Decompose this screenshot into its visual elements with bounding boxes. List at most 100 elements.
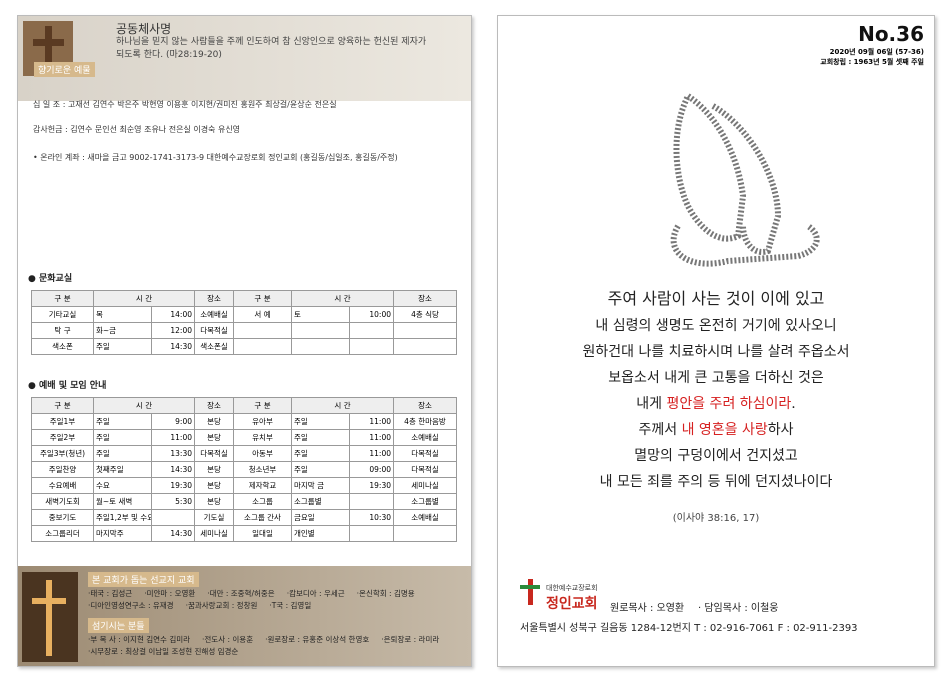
- cell: 본당: [194, 413, 234, 430]
- cell: 색소폰: [31, 338, 94, 355]
- row: 기타교실 목 14:00 소예배실 서 예 토 10:00 4층 식당: [31, 306, 457, 323]
- cell: 소그룹별: [393, 493, 457, 510]
- cell: 주일찬양: [31, 461, 94, 478]
- header-cell: 구 분: [233, 290, 292, 307]
- worship-title: 예배 및 모임 안내: [39, 381, 107, 391]
- verse-text: 하사: [767, 422, 794, 438]
- verse-text: 멸망의 구덩이에서 건지셨고: [634, 448, 798, 464]
- denomination: 대한예수교장로회: [546, 584, 598, 592]
- cell: 개인별: [291, 525, 350, 542]
- section-title: ● 문화교실: [28, 274, 73, 284]
- verse-line: 주께서 내 영혼을 사랑하사: [498, 417, 934, 443]
- row: 수요예배 수요 19:30 본당 제자학교 마지막 금 19:30 세미나실: [31, 477, 457, 494]
- verse-text: 내 영혼을 사랑: [681, 422, 768, 438]
- cell: [349, 525, 394, 542]
- header-cell: 구 분: [31, 290, 94, 307]
- church-name: 정인교회: [546, 596, 598, 612]
- header-cell: 시 간: [93, 397, 195, 414]
- cell: 소예배실: [393, 509, 457, 526]
- verse-line: 내 심령의 생명도 온전히 거기에 있사오니: [498, 313, 934, 339]
- cell: 4층 식당: [393, 306, 457, 323]
- header-band: [18, 16, 471, 101]
- verse-line: 보옵소서 내게 큰 고통을 더하신 것은: [498, 365, 934, 391]
- row: 새벽기도회 월~토 새벽 5:30 본당 소그룹 소그룹별 소그룹별: [31, 493, 457, 510]
- verse-text: .: [791, 396, 796, 412]
- header-cell: 장소: [194, 290, 234, 307]
- cell: 화~금: [93, 322, 152, 339]
- verse-text: 내게: [636, 396, 667, 412]
- header-cell: 구 분: [233, 397, 292, 414]
- verse-line: 멸망의 구덩이에서 건지셨고: [498, 443, 934, 469]
- verse-text: 내 심령의 생명도 온전히 거기에 있사오니: [595, 318, 837, 334]
- cell: 주일: [291, 445, 350, 462]
- list-item: ·시무장로 : 최상걸 이남일 조성현 진해성 임경순: [88, 647, 239, 656]
- verse-line: 내게 평안을 주려 하심이라.: [498, 391, 934, 417]
- cell: 소예배실: [194, 306, 234, 323]
- cell: 금요일: [291, 509, 350, 526]
- cell: [349, 322, 394, 339]
- cell: 10:00: [349, 306, 394, 323]
- cell: 새벽기도회: [31, 493, 94, 510]
- culture-title: 문화교실: [39, 274, 73, 284]
- list-item: ·부 목 사 : 이지현 김연수 김미라: [88, 635, 191, 644]
- cell: 주일: [93, 445, 152, 462]
- cell: 11:00: [151, 429, 195, 446]
- list-item: ·은퇴장로 : 라미라: [381, 635, 440, 644]
- cell: 본당: [194, 477, 234, 494]
- address: 서울특별시 성북구 길음동 1284-12번지 T : 02-916-7061 …: [520, 623, 858, 634]
- verse-text: 원하건대 나를 치료하시며 나를 살려 주옵소서: [582, 344, 850, 360]
- cell: 주일2부: [31, 429, 94, 446]
- header-title: 공동체사명: [116, 22, 172, 36]
- cell: [233, 338, 292, 355]
- cell: 월~토 새벽: [93, 493, 152, 510]
- church-logo: [520, 579, 540, 605]
- verse-line: 내 모든 죄를 주의 등 뒤에 던지셨나이다: [498, 469, 934, 495]
- cell: 10:30: [349, 509, 394, 526]
- cell: [349, 493, 394, 510]
- cell: 색소폰실: [194, 338, 234, 355]
- cell: 14:30: [151, 461, 195, 478]
- cell: 유아부: [233, 413, 292, 430]
- cell: [349, 338, 394, 355]
- cell: 14:00: [151, 306, 195, 323]
- right-page: No.36 2020년 09월 06일 (57-36) 교회창립 : 1963년…: [497, 15, 935, 667]
- cell: 소그룹리더: [31, 525, 94, 542]
- header-cell: 구 분: [31, 397, 94, 414]
- list-item: ·온신학회 : 김명용: [356, 589, 415, 598]
- cell: 주일: [291, 461, 350, 478]
- cell: [393, 338, 457, 355]
- cell: 주일: [93, 429, 152, 446]
- offering-line: 감사헌금 : 김연수 문인선 최순영 조유나 전은실 이경숙 유신영: [33, 125, 241, 134]
- cell: 목: [93, 306, 152, 323]
- section-title: ● 예배 및 모임 안내: [28, 381, 107, 391]
- cell: 세미나실: [393, 477, 457, 494]
- cell: 세미나실: [194, 525, 234, 542]
- cell: 본당: [194, 493, 234, 510]
- pastor: · 담임목사 : 이철웅: [698, 603, 779, 614]
- cell: 서 예: [233, 306, 292, 323]
- list-item: ·T국 : 김영일: [269, 601, 312, 610]
- row: 주일3부(청년) 주일 13:30 다목적실 아동부 주일 11:00 다목적실: [31, 445, 457, 462]
- cell: 소그룹별: [291, 493, 350, 510]
- cell: 기타교실: [31, 306, 94, 323]
- row: 주일찬양 첫째주일 14:30 본당 청소년부 주일 09:00 다목적실: [31, 461, 457, 478]
- founded: 교회창립 : 1963년 5월 셋째 주일: [820, 58, 924, 66]
- praying-hands: [670, 91, 820, 267]
- cell: 청소년부: [233, 461, 292, 478]
- row: 주일1부 주일 9:00 본당 유아부 주일 11:00 4층 한마음방: [31, 413, 457, 430]
- verse: 주여 사람이 사는 것이 이에 있고 내 심령의 생명도 온전히 거기에 있사오니…: [498, 286, 934, 495]
- list-item: ·태국 : 김성근: [88, 589, 133, 598]
- verse-line: 원하건대 나를 치료하시며 나를 살려 주옵소서: [498, 339, 934, 365]
- servers-list: ·부 목 사 : 이지현 김연수 김미라 ·전도사 : 이용훈 ·원로장로 : 유홍…: [88, 634, 468, 658]
- verse-text: 평안을 주려 하심이라: [666, 396, 792, 412]
- issue: No.36: [858, 22, 924, 46]
- cell: [393, 322, 457, 339]
- cell: 14:30: [151, 338, 195, 355]
- cell: [151, 509, 195, 526]
- verse-text: 보옵소서 내게 큰 고통을 더하신 것은: [608, 370, 824, 386]
